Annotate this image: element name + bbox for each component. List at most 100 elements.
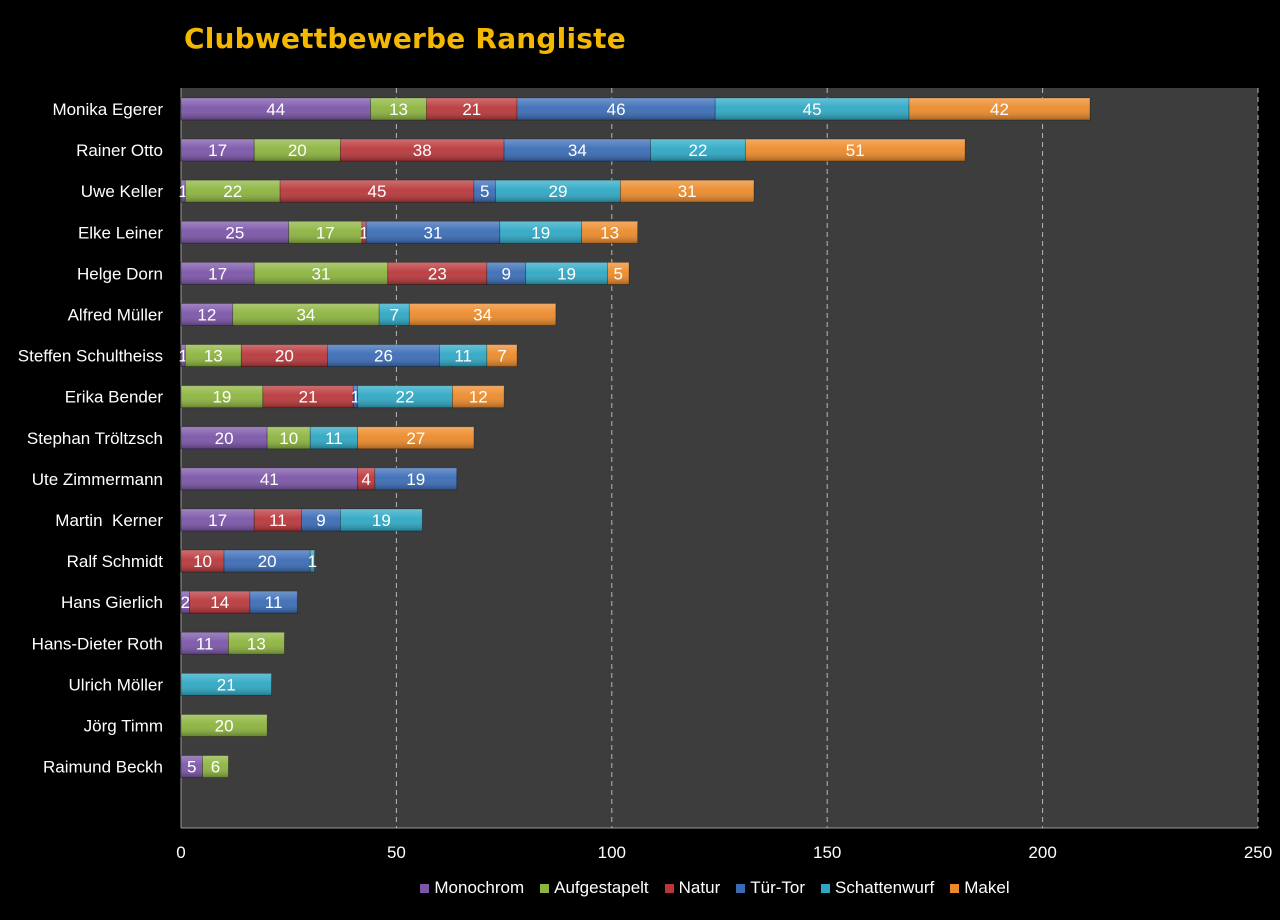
bar-shading [228,632,285,655]
bar-shading [357,467,375,490]
bar-shading [607,262,630,285]
bar-shading [202,755,229,778]
bar-shading [224,550,311,573]
bar-shading [409,303,556,326]
category-label: Hans-Dieter Roth [32,634,163,653]
category-label: Ralf Schmidt [67,552,164,571]
legend-swatch [736,883,746,893]
bar-shading [473,180,496,203]
bar-shading [909,98,1090,120]
data-label: 5 [187,758,196,777]
data-label: 12 [197,306,216,325]
legend-item: Monochrom [420,878,524,898]
bar-shading [499,221,582,244]
category-label: Raimund Beckh [43,758,163,777]
category-label: Erika Bender [65,388,164,407]
bar-shading [181,180,186,203]
x-tick-label: 100 [598,843,626,862]
x-tick-label: 150 [813,843,841,862]
data-label: 17 [316,223,335,242]
bar-shading [181,221,289,244]
bar-shading [650,139,746,162]
data-label: 19 [557,264,576,283]
legend-label: Monochrom [434,878,525,897]
data-label: 17 [208,511,227,530]
bar-shading [374,467,457,490]
bar-shading [310,550,315,573]
bar-shading [426,98,518,120]
bar-shading [301,509,341,531]
data-label: 19 [531,223,550,242]
bar-shading [280,180,474,203]
data-label: 31 [678,182,697,201]
data-label: 13 [600,223,619,242]
data-label: 11 [325,429,343,448]
data-label: 23 [428,264,447,283]
bar-shading [181,344,186,367]
bar-shading [525,262,608,285]
category-label: Monika Egerer [52,100,163,119]
bar-shading [357,426,474,449]
legend-label: Aufgestapelt [554,878,649,897]
data-label: 29 [548,182,567,201]
data-label: 1 [178,347,187,366]
data-label: 25 [225,223,244,242]
legend-swatch [950,883,960,893]
data-label: 20 [215,429,234,448]
bar-shading [357,385,453,408]
bar-shading [181,385,263,408]
data-label: 14 [210,593,229,612]
data-label: 22 [688,141,707,160]
data-label: 13 [389,100,408,119]
data-label: 31 [312,264,331,283]
data-label: 45 [368,182,387,201]
bar-shading [181,632,229,655]
bar-shading [327,344,440,367]
category-label: Stephan Tröltzsch [27,429,163,448]
data-label: 21 [299,388,318,407]
bar-shading [517,98,716,120]
data-label: 5 [614,264,623,283]
data-label: 10 [279,429,298,448]
bar-shading [452,385,505,408]
category-label: Steffen Schultheiss [18,347,163,366]
data-label: 20 [215,717,234,736]
bar-shading [353,385,358,408]
data-label: 12 [469,388,488,407]
data-label: 21 [462,100,481,119]
bar-shading [181,262,255,285]
bar-shading [581,221,638,244]
data-label: 19 [372,511,391,530]
legend-item: Natur [664,878,721,898]
data-label: 19 [212,388,231,407]
legend-label: Natur [678,878,721,897]
data-label: 13 [247,634,266,653]
legend-item: Schattenwurf [821,878,934,898]
data-label: 11 [269,511,287,530]
data-label: 17 [208,264,227,283]
data-label: 45 [803,100,822,119]
bar-shading [288,221,362,244]
data-label: 22 [223,182,242,201]
chart-legend: Monochrom Aufgestapelt Natur Tür-Tor Schatte… [0,878,1280,898]
bar-shading [310,426,358,449]
data-label: 41 [260,470,279,489]
x-tick-label: 0 [176,843,185,862]
bar-shading [715,98,910,120]
bar-shading [189,591,250,614]
bar-shading [232,303,380,326]
bar-shading [185,180,281,203]
legend-label: Schattenwurf [835,878,935,897]
bar-shading [181,591,190,614]
category-label: Jörg Timm [84,717,163,736]
data-label: 1 [178,182,187,201]
bar-shading [504,139,651,162]
bar-shading [254,262,388,285]
data-label: 26 [374,347,393,366]
data-label: 13 [204,347,223,366]
data-label: 1 [359,223,368,242]
data-label: 6 [211,758,220,777]
bar-shading [495,180,621,203]
data-label: 9 [316,511,325,530]
data-label: 44 [266,100,285,119]
